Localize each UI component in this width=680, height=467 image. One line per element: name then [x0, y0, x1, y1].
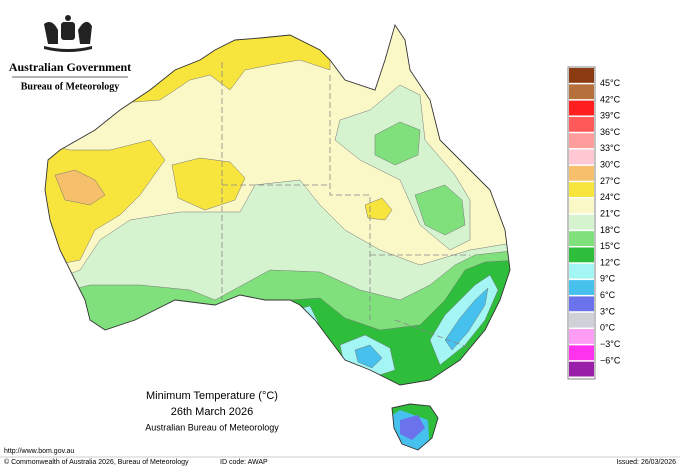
legend-frame — [567, 66, 596, 380]
legend-label: 15°C — [600, 241, 621, 251]
legend-label: 42°C — [600, 94, 621, 104]
legend-swatch — [569, 247, 594, 263]
legend-swatch — [569, 329, 594, 344]
legend: 45°C 42°C 39°C 36°C 33°C 30°C 27°C 24°C 21°C 18°C… — [569, 68, 621, 377]
wattle — [44, 46, 92, 52]
legend-label: 27°C — [600, 176, 621, 186]
legend-swatch — [569, 149, 594, 165]
legend-label: 6°C — [600, 290, 616, 300]
region-6 — [444, 287, 489, 351]
region-6-vic — [354, 344, 383, 369]
legend-swatch — [569, 280, 594, 295]
caption-date: 26th March 2026 — [171, 406, 254, 418]
legend-swatch — [569, 296, 594, 312]
legend-label: −3°C — [600, 339, 621, 349]
legend-swatch — [569, 116, 594, 132]
footer-issued: Issued: 26/03/2026 — [616, 459, 676, 466]
legend-label: 39°C — [600, 111, 621, 121]
legend-label: 24°C — [600, 192, 621, 202]
legend-label: 36°C — [600, 127, 621, 137]
region-24-central — [171, 157, 246, 211]
emu — [78, 21, 92, 44]
legend-label: 9°C — [600, 274, 616, 284]
legend-swatch — [569, 361, 594, 377]
coastline — [44, 23, 511, 386]
legend-swatch — [569, 84, 594, 100]
star — [65, 15, 71, 21]
legend-swatch — [569, 182, 594, 198]
legend-label: 0°C — [600, 323, 616, 333]
region-15-se-qld — [414, 184, 466, 236]
caption-title: Minimum Temperature (°C) — [146, 390, 278, 402]
caption-source: Australian Bureau of Meteorology — [145, 422, 279, 432]
legend-swatch — [569, 100, 594, 116]
legend-label: 33°C — [600, 143, 621, 153]
legend-swatch — [569, 133, 594, 149]
legend-swatch — [569, 214, 594, 230]
footer-id: ID code: AWAP — [220, 459, 268, 466]
region-27 — [54, 169, 106, 206]
legend-swatch — [569, 165, 594, 181]
legend-label: 12°C — [600, 257, 621, 267]
legend-swatch — [569, 345, 594, 361]
legend-swatch — [569, 68, 594, 83]
state-borders — [221, 62, 471, 349]
legend-swatch — [569, 231, 594, 246]
tas-region-3 — [400, 415, 425, 440]
legend-label: 21°C — [600, 208, 621, 218]
legend-swatch — [569, 198, 594, 214]
agency-name: Bureau of Meteorology — [21, 81, 120, 92]
footer-copyright: © Commonwealth of Australia 2026, Bureau… — [4, 458, 189, 466]
shield — [61, 22, 75, 40]
region-15-qld — [374, 121, 421, 166]
legend-label: 18°C — [600, 225, 621, 235]
legend-label: −6°C — [600, 355, 621, 365]
kangaroo — [44, 22, 58, 44]
legend-label: 30°C — [600, 160, 621, 170]
footer-url: http://www.bom.gov.au — [4, 448, 74, 455]
government-name: Australian Government — [9, 60, 131, 74]
region-24-east — [364, 197, 393, 221]
tas-coastline — [391, 403, 439, 451]
legend-label: 45°C — [600, 78, 621, 88]
legend-swatch — [569, 312, 594, 328]
legend-label: 3°C — [600, 306, 616, 316]
legend-swatch — [569, 263, 594, 279]
coat-of-arms — [44, 15, 92, 52]
